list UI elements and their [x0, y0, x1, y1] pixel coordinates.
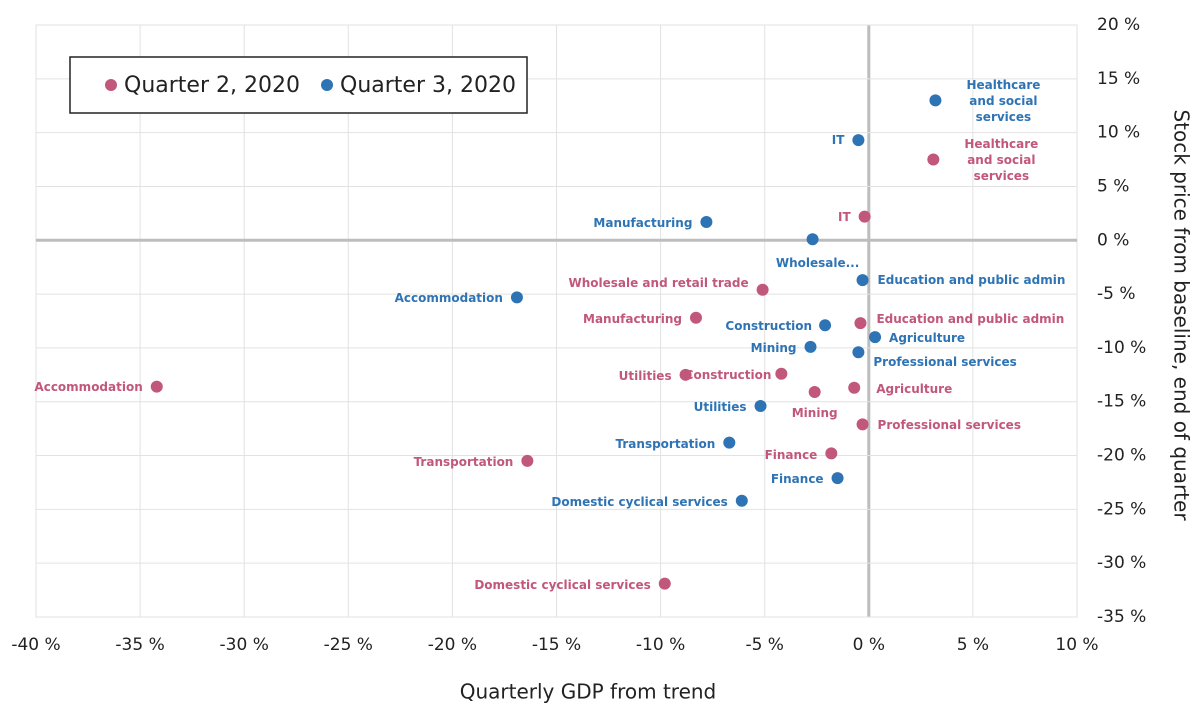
point — [929, 94, 942, 107]
x-tick-label: -10 % — [636, 635, 685, 655]
point — [723, 436, 736, 449]
point — [658, 577, 671, 590]
point — [700, 215, 713, 228]
point — [858, 210, 871, 223]
point-label: Utilities — [693, 400, 747, 415]
point-label: Healthcare and social services — [966, 78, 1041, 125]
x-tick-label: -20 % — [428, 635, 477, 655]
point-label: Agriculture — [876, 381, 953, 396]
y-tick-label: -10 % — [1097, 338, 1146, 358]
point-label: Mining — [791, 406, 838, 421]
point — [854, 317, 867, 330]
point — [689, 311, 702, 324]
point — [848, 381, 861, 394]
x-tick-label: -30 % — [220, 635, 269, 655]
point-label: Accommodation — [394, 291, 503, 306]
y-tick-label: 10 % — [1097, 123, 1140, 143]
point-label: Wholesale... — [775, 256, 860, 271]
x-tick-label: -40 % — [11, 635, 60, 655]
point-label: Professional services — [873, 355, 1017, 370]
point — [825, 447, 838, 460]
point-label: Transportation — [413, 454, 514, 469]
x-axis-title: Quarterly GDP from trend — [460, 680, 717, 704]
point-label: Education and public admin — [877, 273, 1066, 288]
point — [852, 134, 865, 147]
y-tick-label: 15 % — [1097, 69, 1140, 89]
point — [756, 283, 769, 296]
point-label: Manufacturing — [583, 311, 682, 326]
point-label: Professional services — [877, 418, 1021, 433]
point-label: Agriculture — [889, 331, 966, 346]
point — [819, 319, 832, 332]
x-tick-label: -35 % — [115, 635, 164, 655]
point-label: Accommodation — [34, 379, 143, 394]
y-tick-label: -30 % — [1097, 553, 1146, 573]
point-label: Construction — [684, 367, 772, 382]
y-tick-label: -35 % — [1097, 607, 1146, 627]
point-label: Wholesale and retail trade — [568, 275, 749, 290]
point-label: Domestic cyclical services — [551, 494, 728, 509]
point-label: Manufacturing — [593, 215, 693, 230]
y-tick-label: -25 % — [1097, 499, 1146, 519]
legend-box — [69, 56, 528, 114]
x-tick-label: 0 % — [853, 635, 885, 655]
point-label: Domestic cyclical services — [474, 577, 651, 592]
point — [521, 454, 534, 467]
point — [679, 368, 692, 381]
y-tick-label: -15 % — [1097, 392, 1146, 412]
x-tick-label: 5 % — [957, 635, 989, 655]
point-label: Utilities — [618, 368, 672, 383]
legend-label: Quarter 3, 2020 — [340, 73, 516, 98]
point — [856, 274, 869, 287]
point — [856, 418, 869, 431]
point — [808, 386, 821, 399]
point-label: Healthcare and social services — [964, 136, 1039, 183]
point-label: IT — [837, 209, 851, 224]
point-label: Finance — [764, 448, 818, 463]
x-tick-label: -25 % — [324, 635, 373, 655]
point-label: Education and public admin — [876, 312, 1065, 327]
point — [510, 291, 523, 304]
point — [852, 346, 865, 359]
point-label: Mining — [750, 340, 797, 355]
point — [831, 472, 844, 485]
x-tick-label: 10 % — [1055, 635, 1098, 655]
point — [735, 494, 748, 507]
y-tick-label: 5 % — [1097, 176, 1129, 196]
x-tick-label: -15 % — [532, 635, 581, 655]
y-tick-label: 20 % — [1097, 15, 1140, 35]
point — [775, 367, 788, 380]
point-label: Finance — [770, 472, 824, 487]
legend-label: Quarter 2, 2020 — [124, 73, 300, 98]
y-tick-label: -20 % — [1097, 446, 1146, 466]
y-tick-label: 0 % — [1097, 230, 1129, 250]
point — [150, 380, 163, 393]
point — [927, 153, 940, 166]
point-label: IT — [831, 133, 845, 148]
point — [869, 331, 882, 344]
point-label: Transportation — [615, 436, 716, 451]
y-axis-title: Stock price from baseline, end of quarte… — [1170, 109, 1193, 521]
point — [754, 400, 767, 413]
legend-marker — [321, 79, 333, 91]
point-label: Construction — [725, 319, 813, 334]
y-tick-label: -5 % — [1097, 284, 1136, 304]
point — [804, 340, 817, 353]
x-tick-label: -5 % — [745, 635, 784, 655]
point — [806, 233, 819, 246]
legend-marker — [105, 79, 117, 91]
